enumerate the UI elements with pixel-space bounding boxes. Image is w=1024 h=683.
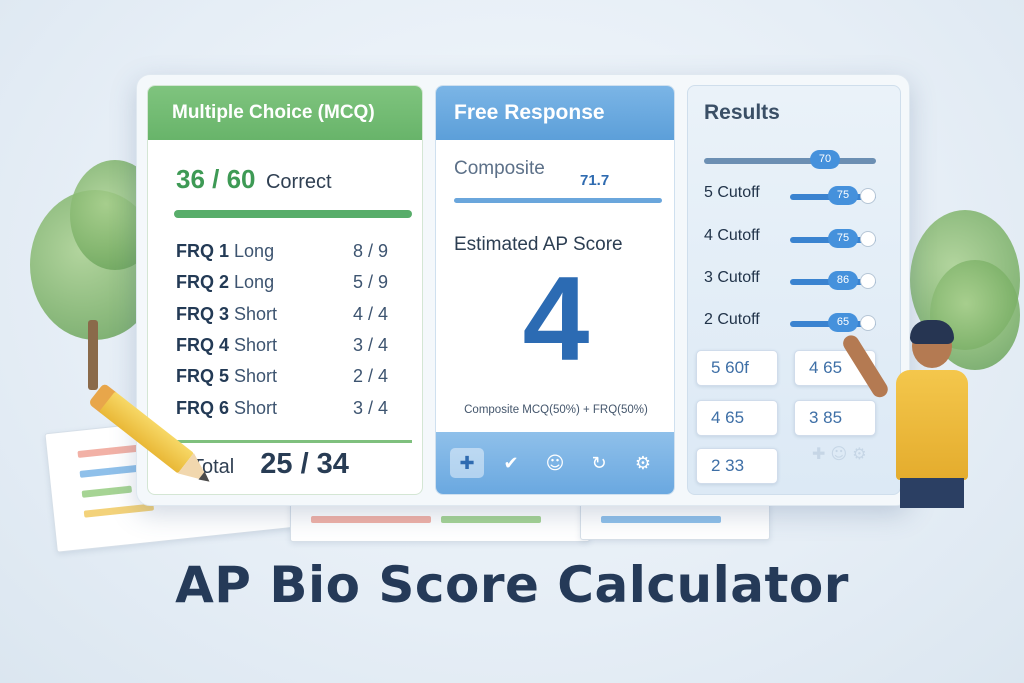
slider-knob[interactable] bbox=[860, 231, 876, 247]
frq-row[interactable]: FRQ 3 Short 4 / 4 bbox=[176, 299, 388, 330]
cutoff-4-value: 75 bbox=[828, 229, 858, 248]
mcq-score: 36 / 60 bbox=[176, 164, 256, 194]
score-box[interactable]: 2 33 bbox=[696, 448, 778, 484]
page-title: AP Bio Score Calculator bbox=[175, 556, 849, 614]
panel-toolbar: ✚ ✔ ☺ ↻ ⚙ bbox=[436, 432, 674, 494]
person-illustration bbox=[840, 318, 990, 508]
frq-type: Short bbox=[234, 397, 278, 418]
score-sheet-illustration-2 bbox=[290, 500, 590, 542]
mcq-score-line: 36 / 60 Correct bbox=[176, 164, 332, 195]
frq-type: Short bbox=[234, 366, 278, 387]
slider-knob[interactable] bbox=[860, 273, 876, 289]
frq-number: FRQ 1 bbox=[176, 241, 230, 262]
cutoff-2-value: 65 bbox=[828, 313, 858, 332]
settings-icon[interactable]: ⚙ bbox=[634, 452, 652, 474]
slider-knob[interactable] bbox=[860, 188, 876, 204]
cutoff-3-value: 86 bbox=[828, 271, 858, 290]
results-header: Results bbox=[704, 101, 780, 124]
composite-label: Composite bbox=[454, 158, 545, 179]
composite-formula: Composite MCQ(50%) + FRQ(50%) bbox=[464, 404, 648, 416]
frq-score: 3 / 4 bbox=[352, 335, 388, 356]
frq-score: 3 / 4 bbox=[352, 397, 388, 418]
frq-score: 2 / 4 bbox=[352, 366, 388, 387]
cutoff-3-slider[interactable]: 86 bbox=[790, 271, 876, 290]
composite-bar bbox=[454, 198, 662, 203]
results-panel: Results 70 5 Cutoff 75 4 Cutoff 75 3 Cut… bbox=[687, 85, 901, 495]
total-divider bbox=[174, 440, 412, 443]
cutoff-4-label: 4 Cutoff bbox=[704, 227, 760, 244]
frq-number: FRQ 5 bbox=[176, 366, 230, 387]
frq-score: 5 / 9 bbox=[352, 272, 388, 293]
cutoff-2-label: 2 Cutoff bbox=[704, 311, 760, 328]
mcq-header: Multiple Choice (MCQ) bbox=[148, 86, 422, 140]
calculator-window: Multiple Choice (MCQ) 36 / 60 Correct FR… bbox=[136, 74, 910, 506]
total-value: 25 / 34 bbox=[260, 448, 349, 480]
total-row: Total 25 / 34 bbox=[192, 448, 349, 481]
slider-knob[interactable] bbox=[860, 315, 876, 331]
estimated-score-label: Estimated AP Score bbox=[454, 234, 623, 255]
frq-score: 4 / 4 bbox=[352, 303, 388, 324]
free-response-panel: Free Response Composite 71.7 Estimated A… bbox=[435, 85, 675, 495]
frq-type: Long bbox=[234, 241, 275, 262]
frq-row[interactable]: FRQ 6 Short 3 / 4 bbox=[176, 392, 388, 423]
frq-type: Short bbox=[234, 303, 278, 324]
score-sheet-illustration-3 bbox=[580, 500, 770, 540]
frq-number: FRQ 6 bbox=[176, 397, 230, 418]
frq-score: 8 / 9 bbox=[352, 241, 388, 262]
frq-type: Short bbox=[234, 335, 278, 356]
cutoff-4-slider[interactable]: 75 bbox=[790, 229, 876, 248]
score-box[interactable]: 5 60f bbox=[696, 350, 778, 386]
estimated-score: 4 bbox=[522, 252, 590, 386]
cutoff-5-label: 5 Cutoff bbox=[704, 184, 760, 201]
score-box[interactable]: 3 85 bbox=[794, 400, 876, 436]
add-user-icon: ✚ ☺ ⚙ bbox=[812, 444, 867, 463]
frq-row[interactable]: FRQ 2 Long 5 / 9 bbox=[176, 267, 388, 298]
cutoff-5-slider[interactable]: 75 bbox=[790, 186, 876, 205]
score-box[interactable]: 4 65 bbox=[696, 400, 778, 436]
free-response-header: Free Response bbox=[436, 86, 674, 140]
frq-type: Long bbox=[234, 272, 275, 293]
cutoff-3-label: 3 Cutoff bbox=[704, 269, 760, 286]
cutoff-2-slider[interactable]: 65 bbox=[790, 313, 876, 332]
refresh-icon[interactable]: ↻ bbox=[591, 452, 607, 474]
mcq-divider bbox=[174, 210, 412, 218]
mcq-score-label: Correct bbox=[265, 171, 332, 193]
cutoff-5-value: 75 bbox=[828, 186, 858, 205]
frq-row[interactable]: FRQ 5 Short 2 / 4 bbox=[176, 361, 388, 392]
total-label: Total bbox=[192, 456, 235, 478]
mcq-panel: Multiple Choice (MCQ) 36 / 60 Correct FR… bbox=[147, 85, 423, 495]
frq-number: FRQ 3 bbox=[176, 303, 230, 324]
tree-trunk-left bbox=[88, 320, 98, 390]
check-pen-icon[interactable]: ✔ bbox=[503, 452, 519, 474]
frq-row[interactable]: FRQ 4 Short 3 / 4 bbox=[176, 330, 388, 361]
frq-list: FRQ 1 Long 8 / 9 FRQ 2 Long 5 / 9 FRQ 3 … bbox=[176, 236, 388, 424]
composite-value: 71.7 bbox=[580, 172, 610, 189]
frq-number: FRQ 4 bbox=[176, 335, 230, 356]
frq-row[interactable]: FRQ 1 Long 8 / 9 bbox=[176, 236, 388, 267]
composite-slider[interactable]: 70 bbox=[704, 150, 876, 169]
badge-icon[interactable]: ☺ bbox=[545, 452, 565, 474]
composite-slider-value: 70 bbox=[810, 150, 840, 169]
plus-icon[interactable]: ✚ bbox=[450, 448, 484, 478]
frq-number: FRQ 2 bbox=[176, 272, 230, 293]
